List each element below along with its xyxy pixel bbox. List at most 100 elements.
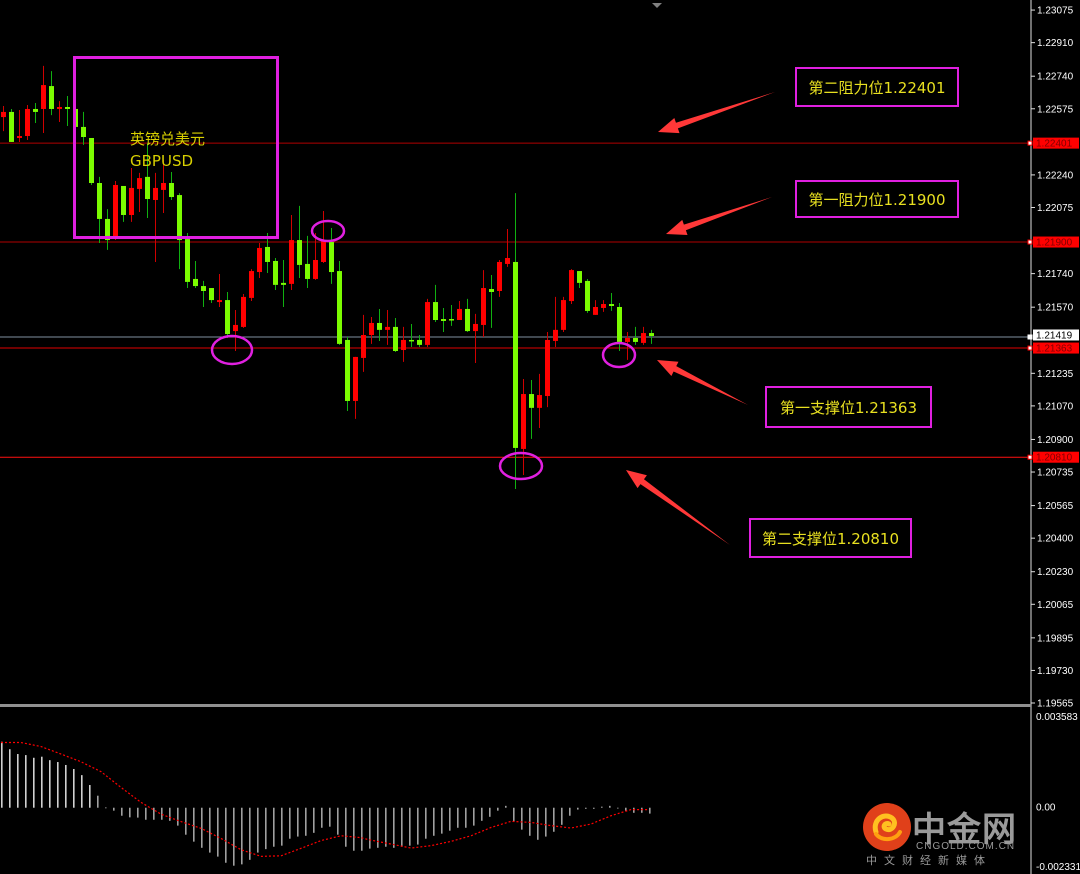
candle (593, 300, 598, 315)
candle-body (113, 184, 118, 237)
candle (233, 309, 238, 352)
candle (249, 269, 254, 302)
candle-body (9, 111, 14, 142)
macd-histogram-bar (625, 807, 627, 811)
y-tick-label: 1.20900 (1037, 435, 1074, 446)
candle-body (249, 271, 254, 298)
candle-body (473, 323, 478, 332)
symbol-label: 英镑兑美元 (130, 130, 206, 148)
candle (537, 373, 542, 428)
candle-body (305, 263, 310, 279)
macd-histogram-bar (329, 807, 331, 827)
candle-body (105, 218, 110, 241)
macd-histogram-bar (401, 807, 403, 847)
candle-body (129, 187, 134, 215)
macd-histogram-bar (153, 807, 155, 820)
macd-histogram-bar (361, 807, 363, 851)
candle (89, 137, 94, 185)
macd-histogram-bar (617, 807, 619, 809)
candle-body (449, 319, 454, 321)
candle (545, 332, 550, 408)
candle (489, 275, 494, 328)
macd-histogram-bar (345, 807, 347, 847)
macd-histogram-bar (641, 807, 643, 813)
macd-histogram-bar (129, 807, 131, 818)
candle (465, 298, 470, 333)
panel-separator (0, 704, 1031, 707)
candle-body (353, 356, 358, 401)
macd-histogram-bar (201, 807, 203, 848)
y-tick-label: 1.21740 (1037, 269, 1074, 280)
candle-body (241, 296, 246, 327)
candle (121, 185, 126, 222)
macd-histogram-bar (297, 807, 299, 837)
candle-body (337, 271, 342, 344)
macd-histogram-bar (161, 807, 163, 820)
candle-body (137, 178, 142, 189)
candle (169, 171, 174, 200)
macd-histogram-bar (49, 760, 51, 808)
candle (401, 326, 406, 362)
candle-body (409, 339, 414, 342)
macd-histogram-bar (257, 807, 259, 853)
macd-histogram-bar (17, 754, 19, 808)
candle (505, 229, 510, 267)
candle-body (233, 324, 238, 332)
candle (321, 211, 326, 263)
macd-histogram-bar (465, 807, 467, 828)
candle (457, 301, 462, 321)
candle-body (225, 300, 230, 335)
candle-body (545, 339, 550, 397)
y-tick-label: 1.20065 (1037, 600, 1074, 611)
candle-body (385, 326, 390, 330)
macd-histogram-bar (241, 807, 243, 865)
y-tick-label: 1.21070 (1037, 401, 1074, 412)
macd-histogram-bar (609, 805, 611, 808)
macd-histogram-bar (489, 807, 491, 817)
macd-histogram-bar (193, 807, 195, 842)
candle (345, 336, 350, 412)
candle (297, 205, 302, 278)
macd-histogram-bar (529, 807, 531, 836)
macd-histogram-bar (457, 807, 459, 828)
y-tick-label: 1.23075 (1037, 6, 1074, 17)
candle-body (361, 335, 366, 358)
candle-body (481, 288, 486, 325)
macd-histogram-bar (225, 807, 227, 863)
macd-histogram-bar (9, 749, 11, 808)
candle-body (25, 108, 30, 137)
candle (129, 168, 134, 222)
candle-body (217, 300, 222, 303)
candle (521, 379, 526, 475)
candle-body (617, 306, 622, 342)
macd-histogram-bar (577, 807, 579, 810)
level-price-tag-marker (1027, 239, 1033, 245)
macd-histogram-bar (41, 756, 43, 808)
macd-histogram-bar (185, 807, 187, 835)
candle-body (17, 136, 22, 138)
level-price-tag-marker (1027, 454, 1033, 460)
candle-body (161, 183, 166, 190)
candle (273, 258, 278, 291)
macd-histogram-bar (217, 807, 219, 857)
candle (441, 307, 446, 333)
swing-circle (210, 334, 254, 366)
macd-histogram-bar (137, 807, 139, 818)
candle (257, 243, 262, 278)
candle (353, 356, 358, 419)
candle-body (329, 242, 334, 273)
macd-histogram-bar (249, 807, 251, 860)
arrow-icon (657, 360, 748, 405)
candle (481, 270, 486, 337)
candle (185, 232, 190, 289)
logo-slogan: 中文财经新媒体 (866, 854, 992, 867)
macd-histogram-bar (497, 807, 499, 811)
candle-body (569, 270, 574, 302)
symbol-title: 英镑兑美元 GBPUSD (130, 128, 205, 172)
macd-histogram-bar (105, 807, 107, 809)
price-axis: 1.23075 1.22910 1.22740 1.22575 1.22240 1.220… (652, 0, 1079, 874)
macd-histogram-bar (473, 807, 475, 826)
y-tick-label: 1.20735 (1037, 468, 1074, 479)
macd-histogram-bar (209, 807, 211, 853)
macd-histogram-bar (337, 807, 339, 835)
